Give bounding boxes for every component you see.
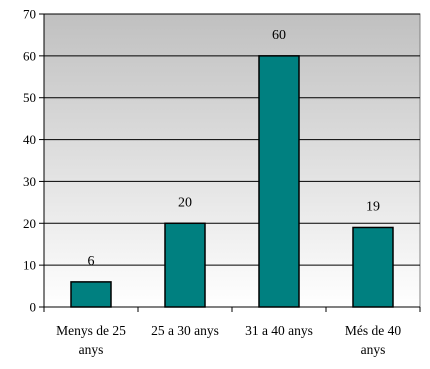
bar bbox=[70, 281, 112, 308]
bars bbox=[70, 55, 394, 308]
category-label: Més de 40 bbox=[345, 323, 401, 338]
y-tick-label: 70 bbox=[23, 7, 36, 22]
bar bbox=[258, 55, 300, 308]
category-label: 31 a 40 anys bbox=[245, 323, 313, 338]
category-label: 25 a 30 anys bbox=[151, 323, 219, 338]
y-tick-label: 30 bbox=[23, 174, 36, 189]
axes bbox=[39, 13, 421, 312]
bar bbox=[352, 226, 394, 308]
data-label: 6 bbox=[88, 254, 95, 269]
labels: 0 10 20 30 40 50 60 70 6 Menys de 25 anys 20 25 a 30… bbox=[23, 7, 401, 358]
y-tick-label: 10 bbox=[23, 258, 36, 273]
y-tick-label: 0 bbox=[30, 300, 37, 315]
data-label: 19 bbox=[366, 199, 380, 214]
data-label: 20 bbox=[178, 195, 192, 210]
category-label: anys bbox=[361, 342, 386, 357]
y-tick-label: 20 bbox=[23, 216, 36, 231]
category-label: Menys de 25 bbox=[56, 323, 126, 338]
y-tick-label: 40 bbox=[23, 132, 36, 147]
data-label: 60 bbox=[272, 28, 286, 43]
category-label: anys bbox=[79, 342, 104, 357]
y-tick-label: 50 bbox=[23, 90, 36, 105]
bar bbox=[164, 222, 206, 308]
y-tick-label: 60 bbox=[23, 48, 36, 63]
